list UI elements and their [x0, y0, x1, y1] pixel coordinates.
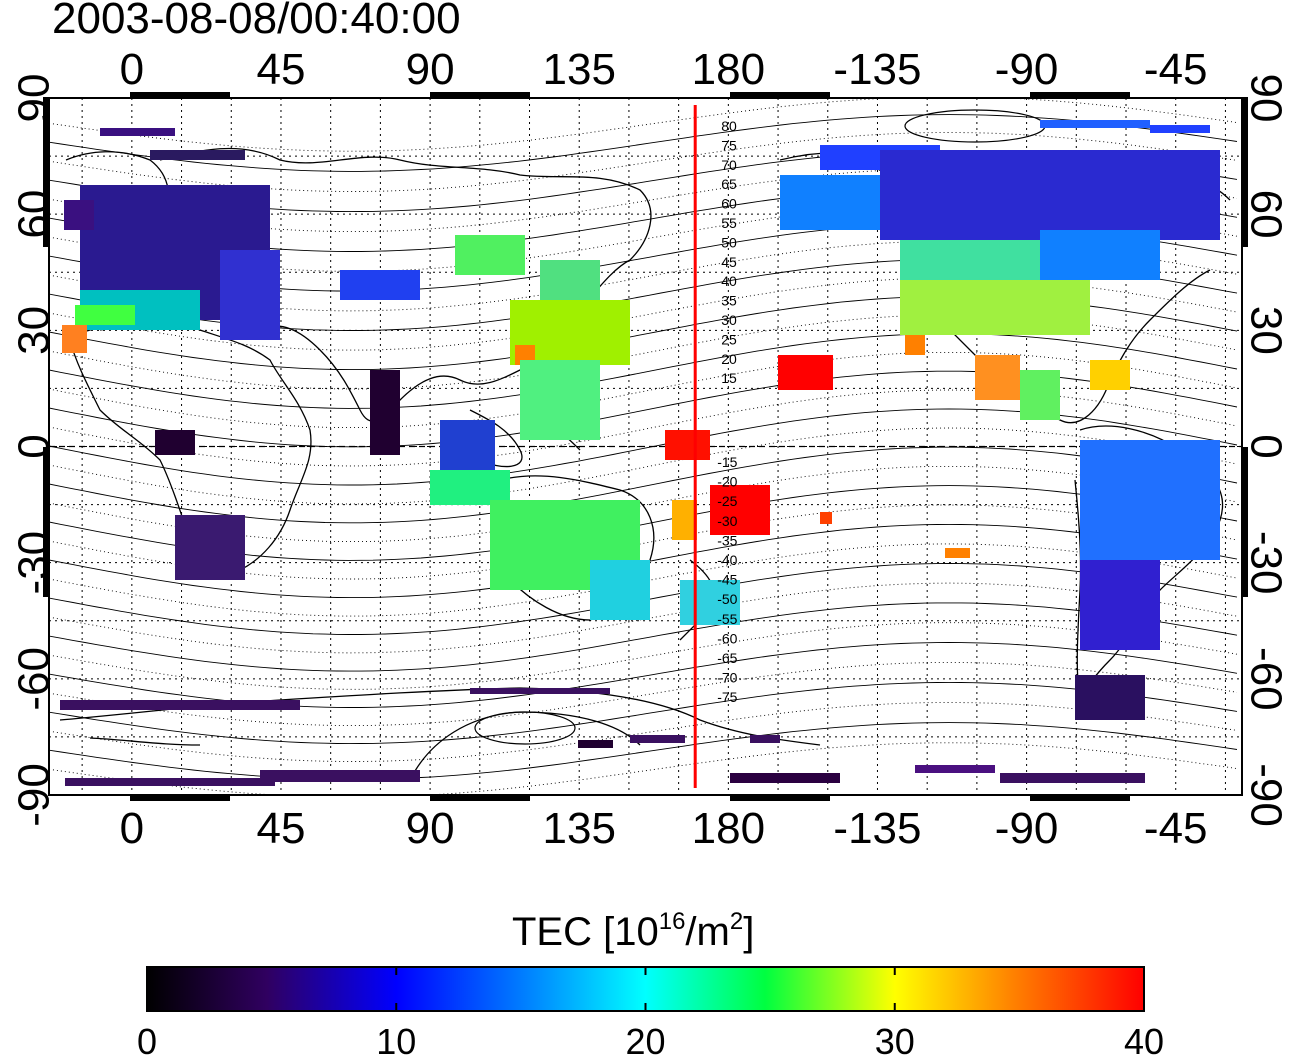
contour-label: -20: [717, 474, 737, 490]
contour-label: -65: [717, 650, 737, 666]
contour-line: [49, 277, 1238, 351]
colorbar-title: TEC [1016/m2]: [512, 908, 754, 954]
colorbar-tick-label: 20: [625, 1021, 665, 1057]
contour-label: -70: [717, 670, 737, 686]
tec-canada-patch: [880, 150, 1220, 240]
colorbar-tick-label: 10: [376, 1021, 416, 1057]
colorbar: TEC [1016/m2] 0 10 20 30 40: [137, 908, 1164, 1057]
lat-tick-label-right: 60: [1242, 190, 1291, 239]
lat-tick-label-left: 30: [10, 306, 59, 355]
contour-line: [49, 389, 1238, 467]
contour-line: [49, 427, 1238, 505]
tec-hawaii-hotspot: [778, 355, 833, 390]
lon-tick-label-bottom: 45: [256, 804, 305, 853]
lat-tick-label-left: 0: [10, 434, 59, 458]
contour-label: 70: [721, 157, 737, 173]
contour-label: -50: [717, 591, 737, 607]
lon-tick-label-top: -45: [1144, 45, 1208, 94]
contour-label: 50: [721, 234, 737, 250]
contour-line: [49, 446, 1238, 524]
contour-label: -30: [717, 513, 737, 529]
colorbar-tick-label: 30: [875, 1021, 915, 1057]
tec-pacific-hotspot: [665, 430, 710, 460]
lat-tick-label-right: -30: [1242, 531, 1291, 595]
contour-label: 55: [721, 215, 737, 231]
contour-line: [49, 622, 1238, 690]
contour-label: -15: [717, 454, 737, 470]
colorbar-ticks: 0 10 20 30 40: [137, 967, 1164, 1057]
tec-south-america-patch: [1080, 440, 1220, 560]
contour-label: -35: [717, 532, 737, 548]
lon-tick-label-top: 45: [256, 45, 305, 94]
colorbar-tick-label: 0: [137, 1021, 157, 1057]
lon-tick-label-top: 90: [406, 45, 455, 94]
lat-tick-label-right: -60: [1242, 647, 1291, 711]
contour-label: -45: [717, 572, 737, 588]
map-timestamp-title: 2003-08-08/00:40:00: [52, 0, 461, 43]
tec-usa-patch: [900, 280, 1090, 335]
contour-line: [49, 114, 1238, 172]
contour-label: 65: [721, 176, 737, 192]
lon-tick-label-top: -135: [833, 45, 921, 94]
contour-label: 30: [721, 312, 737, 328]
contour-line: [49, 485, 1238, 561]
contour-label: 60: [721, 196, 737, 212]
contour-label: -60: [717, 630, 737, 646]
lat-tick-label-left: 60: [10, 190, 59, 239]
lon-tick-label-bottom: -45: [1144, 804, 1208, 853]
lat-tick-label-left: -90: [10, 763, 59, 827]
lat-tick-label-right: -90: [1242, 763, 1291, 827]
lon-tick-label-bottom: -90: [995, 804, 1059, 853]
lon-tick-label-bottom: 180: [692, 804, 765, 853]
contour-label: 40: [721, 273, 737, 289]
contour-label: 80: [721, 118, 737, 134]
contour-line: [49, 722, 1238, 780]
tec-southern-africa-patch: [175, 515, 245, 580]
lon-tick-label-bottom: 90: [406, 804, 455, 853]
contour-label: 35: [721, 293, 737, 309]
contour-label: -25: [717, 493, 737, 509]
lat-tick-label-right: 90: [1242, 74, 1291, 123]
lat-tick-label-left: -60: [10, 647, 59, 711]
contour-label: 15: [721, 370, 737, 386]
lat-tick-label-left: 90: [10, 74, 59, 123]
lon-tick-label-top: -90: [995, 45, 1059, 94]
lon-tick-label-bottom: 0: [120, 804, 144, 853]
contour-label: -75: [717, 689, 737, 705]
contour-label: -40: [717, 552, 737, 568]
contour-line: [49, 543, 1238, 617]
contour-line: [49, 582, 1238, 654]
contour-label: 20: [721, 351, 737, 367]
contour-line: [49, 351, 1238, 429]
tec-data-patches: [60, 120, 1220, 786]
contour-label: 45: [721, 254, 737, 270]
axis-tick-labels: 0 45 90 135 180 -135 -90 -450 45 90 135 180 -135 -90-…: [10, 45, 1291, 853]
lat-tick-label-right: 0: [1242, 434, 1291, 458]
lat-tick-label-left: -30: [10, 531, 59, 595]
contour-line: [49, 661, 1238, 727]
contour-line: [49, 602, 1238, 672]
contour-line: [49, 465, 1238, 543]
contour-labels: 80 75 70 65 60 55 50 45 40 35 30 25 20 15 -15 -20 -25 -30…: [717, 118, 737, 705]
lon-tick-label-top: 180: [692, 45, 765, 94]
lon-tick-label-bottom: 135: [543, 804, 616, 853]
lon-tick-label-bottom: -135: [833, 804, 921, 853]
contour-line: [49, 314, 1238, 390]
contour-label: 25: [721, 331, 737, 347]
contour-label: 75: [721, 137, 737, 153]
contour-line: [49, 504, 1238, 580]
contour-label: -55: [717, 611, 737, 627]
colorbar-tick-label: 40: [1124, 1021, 1164, 1057]
lon-tick-label-top: 135: [543, 45, 616, 94]
contour-line: [49, 681, 1238, 745]
contour-line: [49, 333, 1238, 409]
lat-tick-label-right: 30: [1242, 306, 1291, 355]
lon-tick-label-top: 0: [120, 45, 144, 94]
